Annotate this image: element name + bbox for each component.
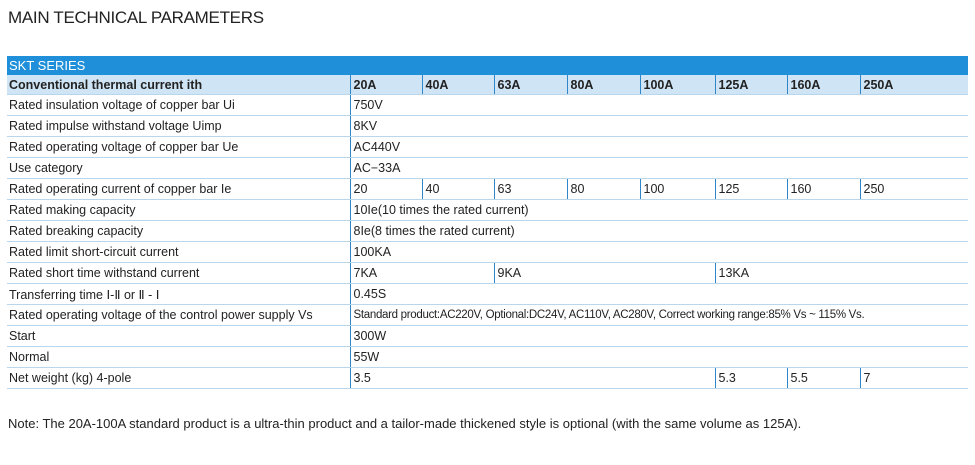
cell: 7 [859, 367, 969, 389]
cell: 0.45S [349, 283, 969, 305]
cell: 5.5 [786, 367, 860, 389]
row-label: Net weight (kg) 4-pole [7, 367, 350, 389]
row-label: Rated short time withstand current [7, 262, 350, 284]
cell: 160 [786, 178, 860, 200]
row-label: Rated insulation voltage of copper bar U… [7, 94, 350, 116]
row-label: Transferring time Ⅰ-Ⅱ or Ⅱ - Ⅰ [7, 283, 350, 305]
cell: 13KA [714, 262, 969, 284]
cell: 80 [566, 178, 640, 200]
cell: 100 [639, 178, 715, 200]
row-label: Rated operating current of copper bar Ie [7, 178, 350, 200]
note: Note: The 20A-100A standard product is a… [8, 416, 802, 431]
header-cell: 80A [566, 75, 640, 95]
cell: 10Ie(10 times the rated current) [349, 199, 969, 221]
cell: 63 [493, 178, 567, 200]
row-label: Rated operating voltage of the control p… [7, 304, 350, 326]
cell: 3.5 [349, 367, 715, 389]
cell: 40 [421, 178, 494, 200]
header-cell: 125A [714, 75, 787, 95]
page-title: MAIN TECHNICAL PARAMETERS [8, 8, 264, 27]
row-label: Start [7, 325, 350, 347]
cell: 8KV [349, 115, 969, 137]
cell: 125 [714, 178, 787, 200]
header-cell: 100A [639, 75, 715, 95]
parameter-table: SKT SERIES Conventional thermal current … [7, 56, 969, 389]
header-cell: 250A [859, 75, 969, 95]
header-cell: 20A [349, 75, 422, 95]
series-label: SKT SERIES [7, 56, 969, 75]
cell: 7KA [349, 262, 494, 284]
header-cell: 160A [786, 75, 860, 95]
row-label: Rated impulse withstand voltage Uimp [7, 115, 350, 137]
cell: 5.3 [714, 367, 787, 389]
cell: 100KA [349, 241, 969, 263]
cell: AC−33A [349, 157, 969, 179]
header-cell: 40A [421, 75, 494, 95]
cell: 300W [349, 325, 969, 347]
row-label: Rated limit short-circuit current [7, 241, 350, 263]
header-cell: Conventional thermal current ith [7, 75, 350, 95]
cell: 8Ie(8 times the rated current) [349, 220, 969, 242]
row-label: Use category [7, 157, 350, 179]
header-cell: 63A [493, 75, 567, 95]
row-label: Rated operating voltage of copper bar Ue [7, 136, 350, 158]
cell: Standard product:AC220V, Optional:DC24V,… [349, 304, 969, 326]
cell: AC440V [349, 136, 969, 158]
row-label: Rated making capacity [7, 199, 350, 221]
cell: 750V [349, 94, 969, 116]
cell: 20 [349, 178, 422, 200]
row-label: Normal [7, 346, 350, 368]
cell: 55W [349, 346, 969, 368]
row-label: Rated breaking capacity [7, 220, 350, 242]
cell: 9KA [493, 262, 715, 284]
cell: 250 [859, 178, 969, 200]
